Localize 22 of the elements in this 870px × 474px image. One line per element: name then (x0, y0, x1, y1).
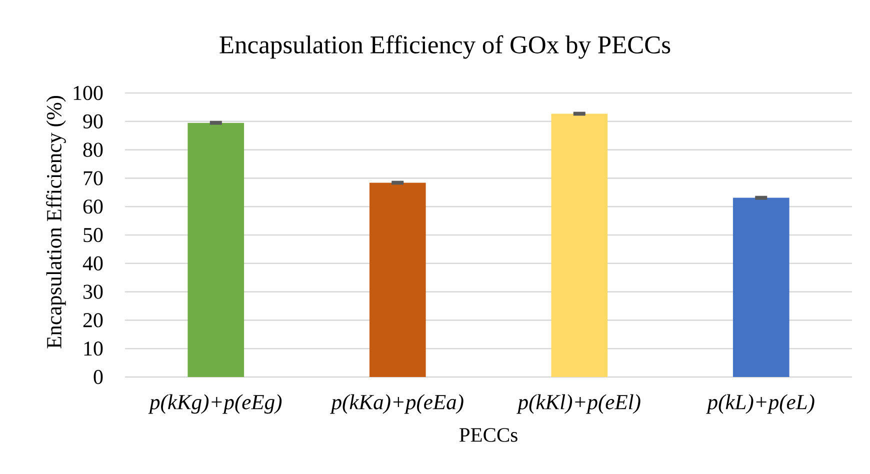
y-axis-title: Encapsulation Efficiency (%) (46, 96, 66, 348)
y-tick-label: 40 (82, 256, 103, 270)
bar (369, 182, 426, 377)
bar (188, 122, 244, 377)
x-tick-label: p(kKa)+p(eEa) (330, 394, 464, 414)
y-tick-label: 90 (83, 114, 103, 128)
y-tick-label: 80 (83, 142, 103, 157)
x-axis-title: PECCs (459, 428, 518, 442)
x-tick-label: p(kL)+p(eL) (706, 394, 814, 414)
y-tick-label: 50 (84, 228, 103, 242)
y-tick-label: 20 (83, 313, 103, 328)
x-tick-label: p(kKl)+p(eEl) (516, 394, 640, 414)
y-tick-label: 0 (94, 370, 103, 384)
y-tick-label: 60 (83, 200, 103, 214)
bar (732, 198, 790, 377)
y-tick-label: 10 (84, 342, 103, 356)
chart-title: Encapsulation Efficiency of GOx by PECCs (220, 35, 670, 59)
y-tick-label: 100 (74, 86, 103, 100)
y-tick-label: 30 (83, 284, 103, 299)
y-tick-label: 70 (84, 171, 103, 186)
x-tick-label: p(kKg)+p(eEg) (148, 394, 282, 414)
bar (551, 114, 608, 377)
